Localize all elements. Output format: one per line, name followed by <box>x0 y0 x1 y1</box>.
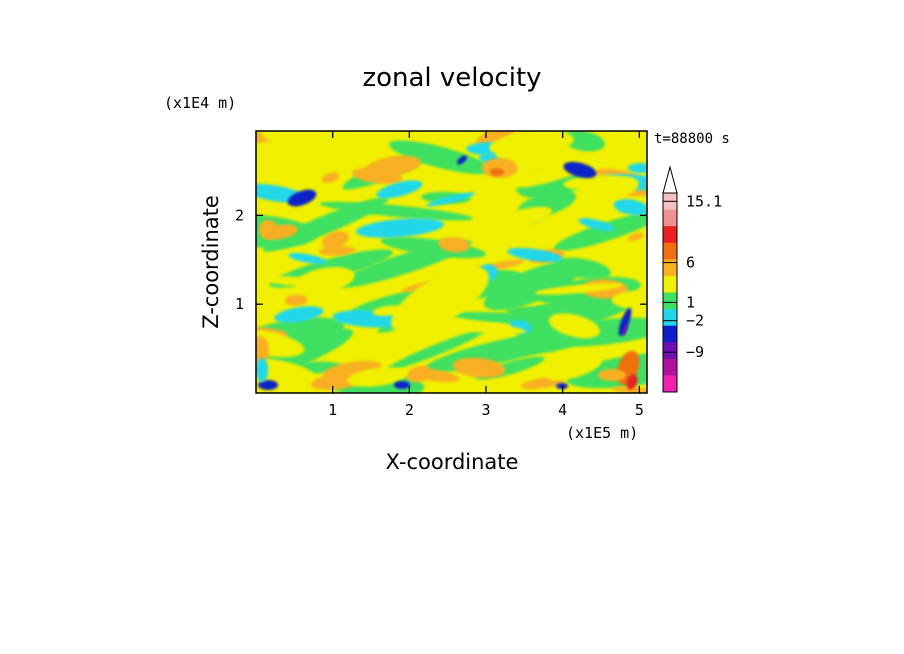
colorbar-level <box>663 242 677 260</box>
colorbar-label: 6 <box>686 254 695 272</box>
colorbar-frame <box>662 192 678 393</box>
contour-region <box>610 386 647 393</box>
contour-region <box>618 307 632 337</box>
contour-region <box>258 380 278 390</box>
time-label: t=88800 s <box>654 131 730 147</box>
contour-region <box>627 232 644 242</box>
contour-region <box>452 357 506 378</box>
contour-region <box>477 206 552 235</box>
contour-region <box>274 306 324 323</box>
contour-region <box>287 189 317 207</box>
colorbar-label: −2 <box>686 312 704 330</box>
contour-region <box>319 201 473 221</box>
contour-region <box>598 369 626 381</box>
contour-region <box>365 155 422 177</box>
contour-region <box>622 324 628 336</box>
contour-region <box>547 356 603 381</box>
x-axis: 1 2 3 4 5 <box>328 131 644 419</box>
x-tick-label: 4 <box>558 401 567 419</box>
colorbar-overflow-arrow <box>662 165 678 194</box>
contour-region <box>457 155 467 165</box>
colorbar-level <box>663 275 677 293</box>
contour-region <box>321 230 349 250</box>
contour-region <box>585 176 639 201</box>
contour-region <box>626 374 638 390</box>
y-axis: 12 <box>235 206 647 313</box>
contour-region <box>256 358 268 382</box>
y-tick-label: 2 <box>235 206 244 224</box>
contour-region <box>548 313 600 339</box>
colorbar-level <box>663 292 677 310</box>
colorbar-level <box>663 259 677 277</box>
contour-region <box>613 199 647 216</box>
y-axis-label: Z-coordinate <box>199 195 223 329</box>
contour-region <box>496 138 567 163</box>
contour-region <box>611 290 647 309</box>
contour-region <box>356 218 444 238</box>
colorbar-level <box>663 226 677 244</box>
colorbar-label: 1 <box>686 293 695 311</box>
contour-region <box>376 180 423 199</box>
contour-region <box>260 131 302 146</box>
velocity-contour-field <box>256 131 647 393</box>
contour-region <box>336 240 472 288</box>
x-tick-label: 3 <box>481 401 490 419</box>
contour-region <box>295 267 355 293</box>
contour-region <box>288 252 327 264</box>
x-tick-label: 5 <box>635 401 644 419</box>
colorbar: 15.1 6 1−2 −9 <box>662 165 722 393</box>
contour-region <box>284 294 308 306</box>
x-tick-label: 1 <box>328 401 337 419</box>
contour-region <box>262 224 298 240</box>
contour-region <box>438 237 470 253</box>
colorbar-level <box>663 209 677 227</box>
contour-region <box>451 322 526 335</box>
contour-region <box>534 283 623 295</box>
contour-region <box>553 211 647 251</box>
x-tick-label: 2 <box>405 401 414 419</box>
y-tick-label: 1 <box>235 295 244 313</box>
colorbar-level <box>663 342 677 360</box>
x-axis-label: X-coordinate <box>386 450 519 474</box>
colorbar-level <box>663 358 677 376</box>
colorbar-level <box>663 375 677 393</box>
contour-region <box>578 218 615 231</box>
contour-region <box>347 367 408 387</box>
contour-region <box>394 381 410 389</box>
chart-title: zonal velocity <box>362 63 541 93</box>
colorbar-label: −9 <box>686 343 704 361</box>
contour-region <box>563 161 597 179</box>
contour-region <box>483 261 581 311</box>
contour-region <box>391 266 489 334</box>
contour-region <box>553 257 611 280</box>
colorbar-label: 15.1 <box>686 192 722 210</box>
contour-region <box>388 140 492 175</box>
plot-frame <box>255 130 648 394</box>
contour-region <box>256 336 269 364</box>
contour-region <box>516 293 644 337</box>
contour-region <box>507 247 563 263</box>
contour-region <box>490 168 504 176</box>
contour-region <box>556 383 568 389</box>
colorbar-level <box>663 325 677 343</box>
contour-region <box>386 329 485 371</box>
contour-region <box>406 365 433 383</box>
contour-region <box>628 163 647 173</box>
contour-region <box>562 131 605 152</box>
y-unit-label: (x1E4 m) <box>164 94 236 112</box>
contour-region <box>426 192 475 207</box>
x-unit-label: (x1E5 m) <box>566 424 638 442</box>
colorbar-level <box>663 309 677 326</box>
contour-region <box>321 172 340 183</box>
